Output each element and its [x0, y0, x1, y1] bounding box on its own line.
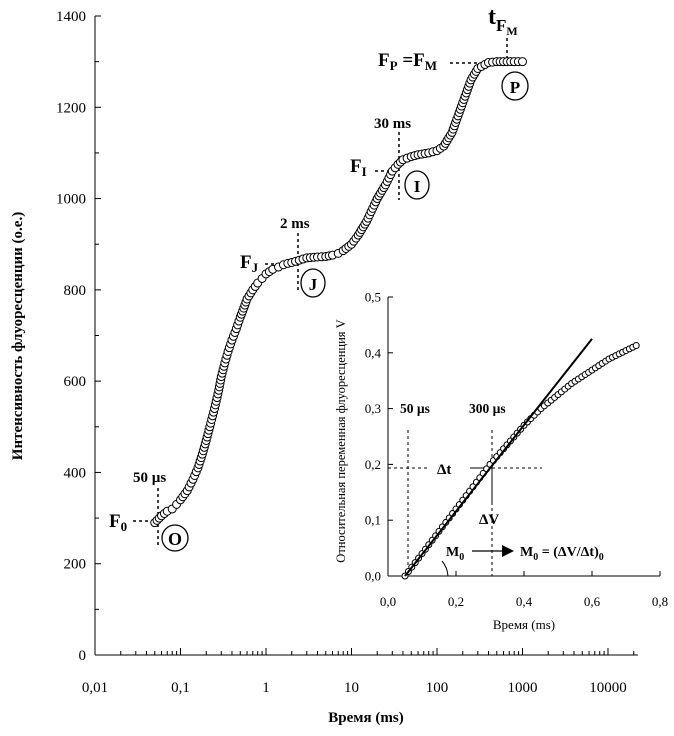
main-x-tick-label: 0,01	[82, 680, 108, 696]
inset-y-tick-label: 0,1	[365, 513, 381, 528]
inset-y-tick-label: 0,3	[365, 401, 381, 416]
time-2ms-label: 2 ms	[280, 216, 310, 232]
main-x-tick-label: 10	[344, 680, 359, 696]
main-data-point	[518, 57, 527, 67]
inset-y-tick-label: 0,0	[365, 569, 381, 584]
m0-formula-label: M0 = (ΔV/Δt)0	[520, 545, 604, 563]
m0-label: M0	[446, 545, 464, 563]
inset-300us-label: 300 µs	[469, 401, 506, 416]
f0-label: F0	[109, 511, 127, 534]
inset-y-axis-title: Относительная переменная флуоресценция V	[334, 319, 348, 562]
inset-tangent-line	[404, 338, 593, 577]
inset-x-tick-label: 0,0	[380, 594, 396, 609]
inset-x-axis-title: Время (ms)	[493, 617, 555, 632]
inset-data-point	[632, 342, 640, 350]
inset-y-tick-label: 0,4	[365, 345, 382, 360]
delta-t-label: Δt	[437, 462, 451, 478]
inset-data-points	[401, 342, 640, 580]
inset-x-tick-label: 0,2	[448, 594, 464, 609]
main-y-axis-title: Интенсивность флуоресценции (о.е.)	[10, 212, 26, 460]
main-data-points	[150, 57, 527, 528]
tfm-label: tFM	[488, 4, 518, 38]
main-y-ticks: 0 200 400 600 800 1000 1200 1400	[56, 9, 101, 664]
m0-angle-arc	[441, 560, 449, 577]
inset-x-ticks: 0,0 0,2 0,4 0,6 0,8	[380, 571, 668, 609]
m0-arrow-head	[502, 545, 514, 557]
phase-j-circle	[300, 268, 326, 298]
main-y-tick-label: 1400	[56, 9, 86, 25]
main-y-tick-label: 200	[64, 557, 87, 573]
phase-i-circle	[404, 170, 430, 200]
delta-v-label: ΔV	[479, 512, 499, 528]
inset-x-tick-label: 0,6	[584, 594, 601, 609]
inset-x-tick-label: 0,4	[516, 594, 533, 609]
main-y-tick-label: 600	[64, 374, 87, 390]
inset-x-tick-label: 0,8	[652, 594, 668, 609]
main-x-tick-label: 1000	[508, 680, 538, 696]
inset-y-tick-label: 0,2	[365, 457, 381, 472]
phase-j-label: J	[309, 275, 318, 294]
inset-50us-label: 50 µs	[400, 401, 430, 416]
main-y-tick-label: 1000	[56, 192, 86, 208]
main-x-tick-label: 1	[262, 680, 270, 696]
main-y-tick-label: 800	[64, 283, 87, 299]
main-y-tick-label: 1200	[56, 100, 86, 116]
main-x-tick-label: 0,1	[171, 680, 190, 696]
time-50us-label: 50 µs	[133, 470, 166, 486]
main-x-ticks: 0,01 0,1 1 10 100 1000 10000	[82, 648, 635, 696]
phase-o-label: O	[168, 529, 182, 549]
phase-p-circle	[501, 71, 529, 101]
inset-guide-lines	[388, 430, 542, 576]
time-30ms-label: 30 ms	[374, 116, 411, 132]
main-x-tick-label: 100	[426, 680, 449, 696]
phase-o-circle	[161, 524, 189, 552]
fi-label: FI	[350, 156, 367, 179]
main-y-tick-label: 0	[79, 648, 87, 664]
fp-fm-label: FP =FM	[378, 50, 437, 73]
main-y-tick-label: 400	[64, 465, 87, 481]
phase-i-label: I	[414, 177, 421, 196]
phase-p-label: P	[510, 78, 520, 97]
main-x-tick-label: 10000	[589, 680, 627, 696]
fj-label: FJ	[240, 252, 259, 275]
inset-chart-axes	[387, 297, 660, 577]
inset-y-tick-label: 0,5	[365, 290, 381, 305]
inset-y-ticks: 0,0 0,1 0,2 0,3 0,4 0,5	[365, 290, 393, 584]
main-x-axis-title: Время (ms)	[328, 710, 403, 726]
phase-markers	[161, 71, 529, 552]
